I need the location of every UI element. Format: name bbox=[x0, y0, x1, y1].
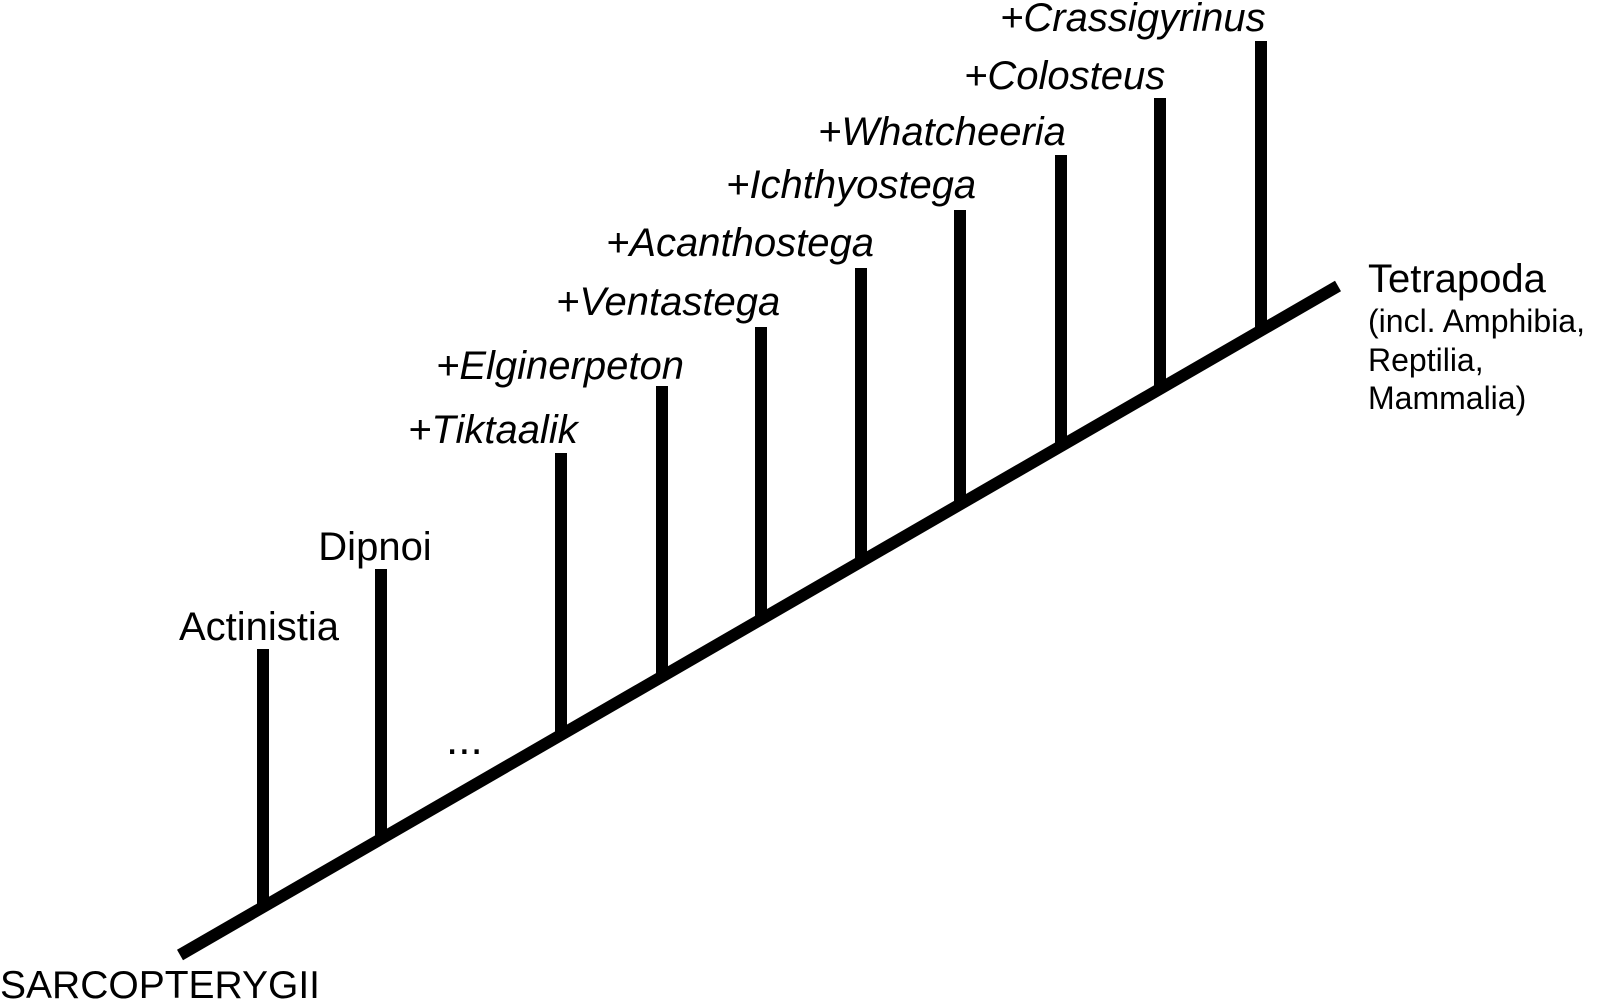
branch-labels: Actinistia Dipnoi +Tiktaalik +Elginerpet… bbox=[179, 0, 1266, 649]
tetrapoda-note-line-1: (incl. Amphibia, bbox=[1368, 303, 1585, 339]
label-tiktaalik: +Tiktaalik bbox=[408, 408, 580, 452]
label-elginerpeton: +Elginerpeton bbox=[436, 344, 684, 388]
ellipsis-marker: ... bbox=[446, 715, 483, 764]
label-ichthyostega: +Ichthyostega bbox=[726, 163, 976, 207]
label-whatcheeria: +Whatcheeria bbox=[818, 110, 1066, 154]
label-acanthostega: +Acanthostega bbox=[606, 221, 874, 265]
label-sarcopterygii: SARCOPTERYGII bbox=[0, 964, 320, 1003]
label-ventastega: +Ventastega bbox=[556, 280, 780, 324]
label-dipnoi: Dipnoi bbox=[318, 525, 431, 569]
label-tetrapoda: Tetrapoda bbox=[1368, 257, 1547, 301]
tetrapoda-note-line-3: Mammalia) bbox=[1368, 380, 1526, 416]
label-crassigyrinus: +Crassigyrinus bbox=[1000, 0, 1266, 40]
label-actinistia: Actinistia bbox=[179, 605, 340, 649]
label-colosteus: +Colosteus bbox=[964, 54, 1165, 98]
tetrapoda-note-line-2: Reptilia, bbox=[1368, 342, 1484, 378]
branch-lines bbox=[257, 41, 1267, 910]
